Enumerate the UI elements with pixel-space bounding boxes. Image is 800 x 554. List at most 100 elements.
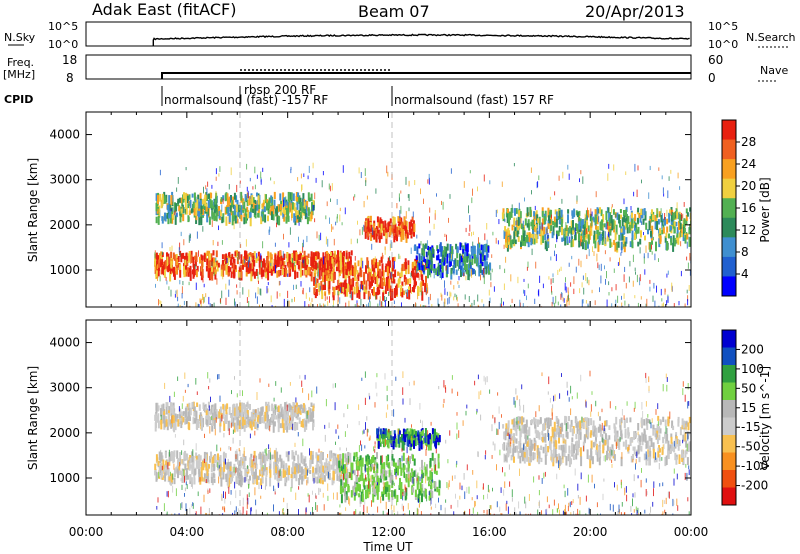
data-cell	[656, 425, 659, 433]
noise-cell	[183, 300, 185, 306]
data-cell	[236, 250, 238, 257]
data-cell	[301, 476, 304, 485]
noise-cell	[358, 305, 360, 307]
data-cell	[221, 254, 224, 260]
noise-cell	[446, 234, 447, 242]
data-cell	[156, 208, 159, 214]
data-cell	[667, 440, 670, 449]
data-cell	[233, 422, 236, 433]
data-cell	[219, 419, 222, 427]
noise-cell	[568, 229, 570, 233]
data-cell	[515, 426, 518, 436]
noise-cell	[500, 297, 502, 304]
data-cell	[388, 278, 391, 289]
noise-cell	[455, 307, 456, 312]
noise-cell	[222, 275, 224, 280]
data-cell	[605, 210, 608, 220]
data-cell	[584, 228, 587, 237]
data-cell	[244, 194, 247, 201]
data-cell	[430, 261, 433, 271]
data-cell	[293, 255, 296, 261]
data-cell	[503, 453, 506, 463]
data-cell	[178, 462, 181, 472]
data-cell	[482, 244, 485, 249]
data-cell	[245, 251, 248, 261]
data-cell	[190, 208, 193, 214]
data-cell	[388, 265, 390, 274]
data-cell	[224, 416, 227, 424]
data-cell	[222, 195, 225, 201]
data-cell	[401, 281, 404, 287]
data-cell	[307, 208, 310, 216]
data-cell	[179, 418, 182, 424]
noise-cell	[246, 186, 248, 192]
data-cell	[314, 476, 317, 483]
data-cell	[594, 428, 597, 433]
data-cell	[639, 214, 642, 223]
data-cell	[505, 453, 508, 463]
data-cell	[580, 420, 583, 428]
noise-cell	[539, 275, 541, 283]
noise-cell	[645, 245, 647, 253]
data-cell	[621, 217, 624, 227]
noise-cell	[576, 200, 578, 204]
data-cell	[241, 402, 244, 409]
data-cell	[640, 230, 642, 238]
noise-cell	[661, 303, 663, 307]
data-cell	[282, 469, 285, 478]
data-cell	[387, 261, 390, 269]
data-cell	[379, 441, 382, 447]
noise-cell	[463, 181, 465, 188]
data-cell	[353, 495, 356, 501]
noise-cell	[570, 282, 572, 287]
noise-cell	[375, 294, 377, 300]
data-cell	[568, 457, 571, 468]
data-cell	[471, 267, 474, 275]
data-cell	[529, 452, 532, 463]
data-cell	[288, 253, 291, 260]
data-cell	[526, 449, 529, 456]
data-cell	[462, 249, 465, 254]
data-cell	[298, 253, 301, 261]
noise-cell	[580, 260, 582, 268]
noise-cell	[304, 301, 306, 307]
data-cell	[328, 472, 331, 481]
data-cell	[425, 283, 428, 291]
data-cell	[421, 478, 424, 484]
noise-cell	[159, 169, 161, 176]
data-cell	[164, 197, 167, 204]
data-cell	[670, 218, 673, 225]
noise-cell	[575, 266, 577, 273]
data-cell	[354, 487, 357, 495]
noise-cell	[374, 256, 376, 263]
data-cell	[654, 221, 657, 230]
data-cell	[604, 439, 607, 446]
noise-cell	[319, 303, 321, 307]
data-cell	[517, 236, 520, 242]
data-cell	[659, 428, 662, 434]
data-cell	[483, 244, 486, 253]
data-cell	[400, 489, 403, 499]
noise-cell	[473, 299, 475, 306]
noise-cell	[428, 177, 430, 185]
data-cell	[532, 220, 535, 229]
data-cell	[167, 266, 170, 273]
noise-cell	[586, 215, 588, 219]
noise-cell	[263, 306, 265, 307]
data-cell	[351, 291, 354, 301]
noise-cell	[291, 213, 293, 221]
data-cell	[669, 209, 672, 214]
data-cell	[289, 202, 292, 210]
data-cell	[411, 223, 414, 231]
noise-cell	[554, 250, 555, 257]
data-cell	[413, 470, 416, 477]
noise-cell	[161, 242, 163, 249]
noise-cell	[365, 180, 367, 187]
data-cell	[219, 209, 222, 217]
noise-cell	[202, 259, 204, 268]
noise-cell	[531, 248, 533, 256]
noise-cell	[586, 254, 588, 259]
data-cell	[391, 474, 394, 480]
data-cell	[284, 204, 287, 215]
noise-cell	[211, 220, 213, 227]
